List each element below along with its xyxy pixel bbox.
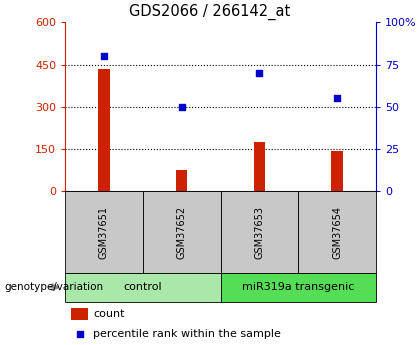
Text: GSM37654: GSM37654 [332, 206, 342, 258]
Text: genotype/variation: genotype/variation [4, 282, 103, 292]
Bar [143, 191, 220, 273]
Text: control: control [123, 282, 162, 292]
Bar [254, 142, 265, 191]
Point [77, 332, 84, 337]
Point [256, 70, 263, 76]
Point [101, 53, 108, 59]
Bar [98, 69, 110, 191]
Text: miR319a transgenic: miR319a transgenic [242, 282, 354, 292]
Text: GSM37652: GSM37652 [177, 206, 186, 258]
Text: GSM37653: GSM37653 [255, 206, 264, 258]
Bar [220, 273, 376, 302]
Point [178, 104, 185, 110]
Bar [71, 308, 89, 320]
Text: GDS2066 / 266142_at: GDS2066 / 266142_at [129, 4, 291, 20]
Point [334, 96, 341, 101]
Bar [298, 191, 376, 273]
Bar [176, 170, 187, 191]
Text: GSM37651: GSM37651 [99, 206, 109, 258]
Text: percentile rank within the sample: percentile rank within the sample [93, 329, 281, 339]
Text: count: count [93, 309, 125, 319]
Bar [331, 151, 343, 191]
Bar [220, 191, 298, 273]
Bar [65, 273, 220, 302]
Bar [65, 191, 143, 273]
